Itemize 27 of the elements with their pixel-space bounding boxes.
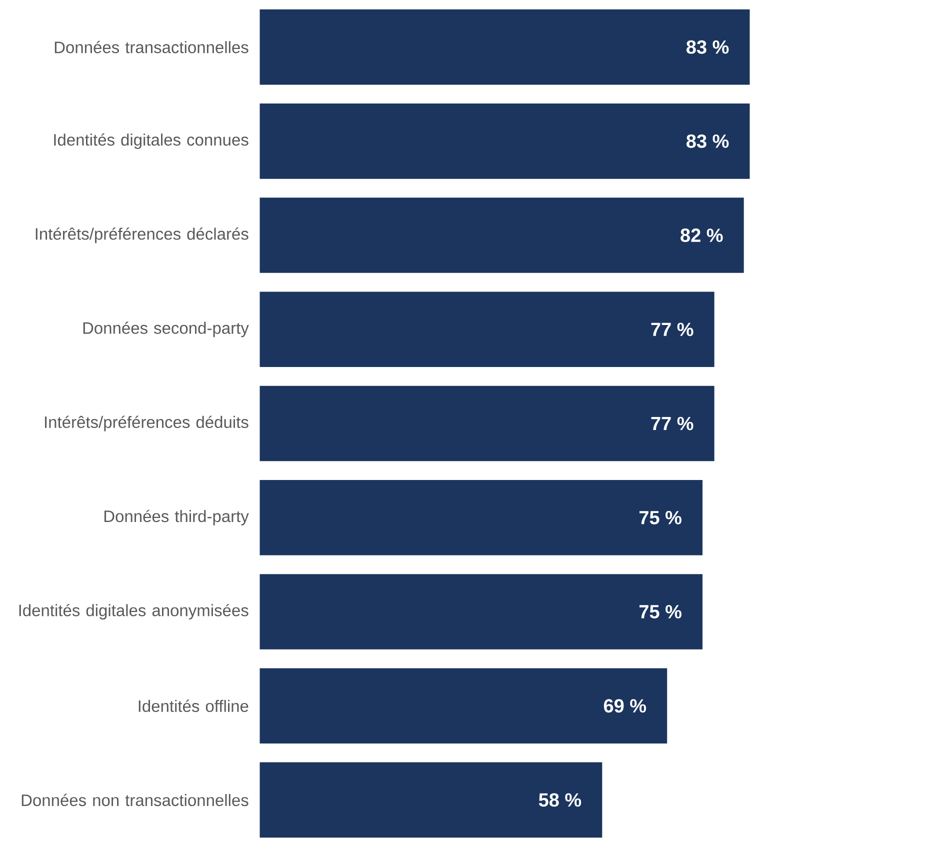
data-label: 82 % [680, 228, 723, 242]
y-tick-label: Données non transactionnelles [22, 794, 248, 806]
data-label: 77 % [651, 322, 694, 336]
bar [260, 480, 703, 556]
bar [260, 198, 744, 273]
y-tick-label: Données third-party [104, 510, 249, 526]
data-label: 69 % [604, 699, 646, 713]
y-tick-label: Identités digitales connues [54, 133, 248, 149]
y-tick-label: Données second-party [83, 322, 249, 338]
bar [260, 574, 703, 650]
data-label: 83 % [686, 134, 729, 148]
bar [260, 668, 668, 744]
data-label: 58 % [538, 793, 582, 807]
y-tick-label: Données transactionnelles [54, 40, 248, 54]
data-label: 75 % [639, 510, 682, 524]
data-label: 77 % [651, 416, 694, 430]
data-label: 75 % [639, 605, 682, 618]
y-tick-label: Intérêts/préférences déclarés [36, 228, 248, 244]
y-tick-label: Intérêts/préférences déduits [45, 416, 248, 432]
data-label: 83 % [686, 40, 729, 54]
y-tick-label: Identités offline [138, 700, 248, 712]
bar [260, 104, 750, 179]
bar [260, 292, 714, 368]
y-tick-label: Identités digitales anonymisées [19, 604, 248, 620]
bar [260, 9, 750, 85]
bar [260, 762, 602, 838]
bar [260, 386, 714, 462]
